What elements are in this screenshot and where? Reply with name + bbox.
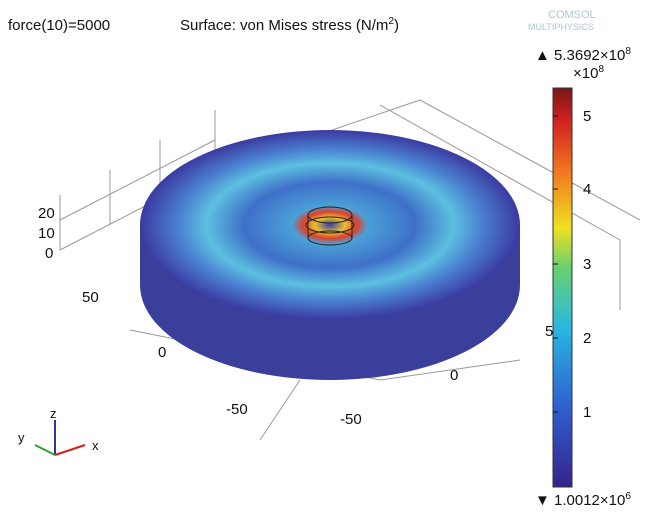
axis-tick-label: 50 <box>82 289 99 306</box>
triad-label: z <box>50 406 57 421</box>
z-tick-label: 10 <box>38 225 55 242</box>
colorbar-min: ▼ 1.0012×106 <box>535 491 631 509</box>
colorbar-tick-label: 4 <box>583 181 591 198</box>
triad-label: y <box>18 430 25 445</box>
axis-tick-label: 5 <box>545 323 553 340</box>
scale-label: ×10 <box>573 65 598 82</box>
triad-label: x <box>92 438 99 453</box>
parameter: force(10)=5000 <box>8 17 110 34</box>
max-exp: 8 <box>625 46 631 57</box>
axis-tick-label: 0 <box>450 367 458 384</box>
colorbar-tick-label: 2 <box>583 330 591 347</box>
scale-exp: 8 <box>598 64 604 75</box>
min-exp: 6 <box>625 491 631 502</box>
title-text: Surface: von Mises stress (N/m <box>180 17 388 34</box>
title-exponent: 2 <box>388 16 394 27</box>
max-label: ▲ 5.3692×10 <box>535 47 625 64</box>
coil <box>305 206 355 246</box>
colorbar <box>552 87 573 488</box>
axis-tick-label: -50 <box>226 401 248 418</box>
colorbar-ticks <box>553 115 558 413</box>
axis-tick-label: -50 <box>340 411 362 428</box>
colorbar-tick-label: 3 <box>583 256 591 273</box>
min-label: ▼ 1.0012×10 <box>535 492 625 509</box>
axis-tick-label: 0 <box>158 344 166 361</box>
logo: MULTIPHYSICS <box>528 22 594 32</box>
colorbar-tick-label: 5 <box>583 108 591 125</box>
colorbar-scale: ×108 <box>573 64 604 82</box>
plot-title: Surface: von Mises stress (N/m2) <box>180 16 399 34</box>
disk-top <box>140 130 520 320</box>
colorbar-max: ▲ 5.3692×108 <box>535 46 631 64</box>
colorbar-tick-label: 1 <box>583 404 591 421</box>
z-tick-label: 20 <box>38 205 55 222</box>
logo: COMSOL <box>548 9 596 21</box>
z-tick-label: 0 <box>45 245 53 262</box>
title-close: ) <box>394 17 399 34</box>
triad <box>34 420 86 456</box>
